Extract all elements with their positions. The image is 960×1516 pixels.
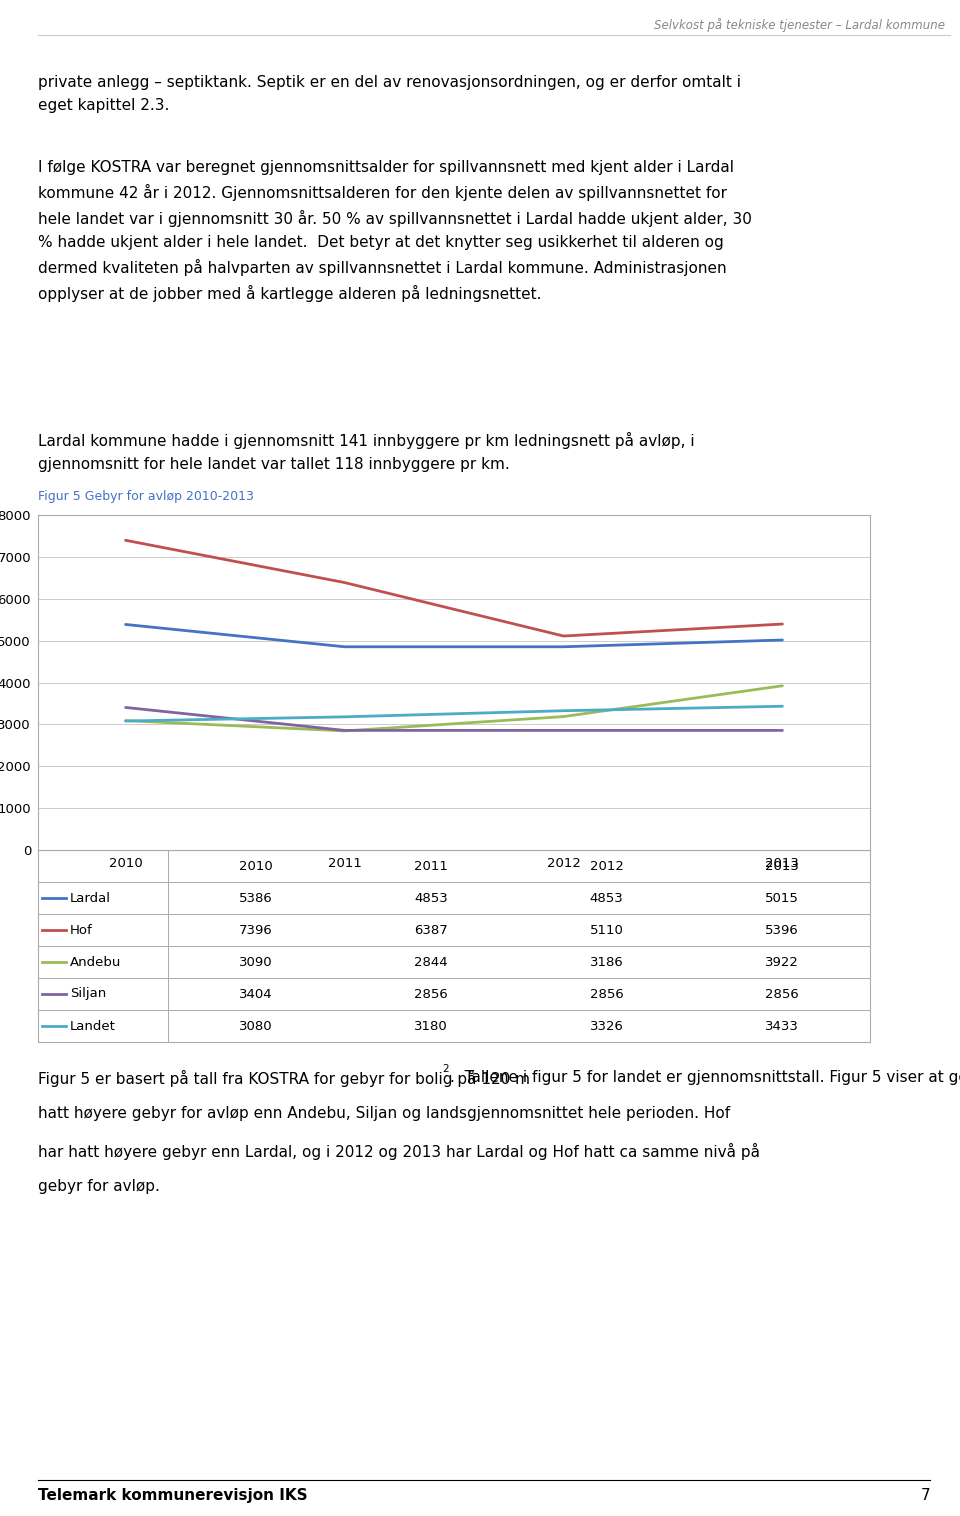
Text: 3090: 3090 xyxy=(239,955,273,969)
Text: 3180: 3180 xyxy=(415,1019,448,1032)
Text: 3433: 3433 xyxy=(765,1019,799,1032)
Text: 7396: 7396 xyxy=(239,923,273,937)
Text: 3186: 3186 xyxy=(589,955,624,969)
Text: 4853: 4853 xyxy=(589,891,624,905)
Text: Landet: Landet xyxy=(70,1019,116,1032)
Text: I følge KOSTRA var beregnet gjennomsnittsalder for spillvannsnett med kjent alde: I følge KOSTRA var beregnet gjennomsnitt… xyxy=(38,161,752,302)
Text: 2: 2 xyxy=(443,1064,449,1073)
Text: Lardal kommune hadde i gjennomsnitt 141 innbyggere pr km ledningsnett på avløp, : Lardal kommune hadde i gjennomsnitt 141 … xyxy=(38,432,695,471)
Text: hatt høyere gebyr for avløp enn Andebu, Siljan og landsgjennomsnittet hele perio: hatt høyere gebyr for avløp enn Andebu, … xyxy=(38,1107,731,1122)
Text: Figur 5 er basert på tall fra KOSTRA for gebyr for bolig på 120 m: Figur 5 er basert på tall fra KOSTRA for… xyxy=(38,1070,530,1087)
Text: Figur 5 Gebyr for avløp 2010-2013: Figur 5 Gebyr for avløp 2010-2013 xyxy=(38,490,253,503)
Text: 2011: 2011 xyxy=(415,860,448,873)
Text: Telemark kommunerevisjon IKS: Telemark kommunerevisjon IKS xyxy=(38,1489,307,1502)
Text: 2013: 2013 xyxy=(765,860,799,873)
Text: 4853: 4853 xyxy=(415,891,448,905)
Text: 5396: 5396 xyxy=(765,923,799,937)
Text: Andebu: Andebu xyxy=(70,955,121,969)
Text: 2012: 2012 xyxy=(589,860,624,873)
Text: 5110: 5110 xyxy=(589,923,624,937)
Text: Hof: Hof xyxy=(70,923,93,937)
Text: private anlegg – septiktank. Septik er en del av renovasjonsordningen, og er der: private anlegg – septiktank. Septik er e… xyxy=(38,74,741,112)
Text: 6387: 6387 xyxy=(415,923,448,937)
Text: 7: 7 xyxy=(921,1489,930,1502)
Text: har hatt høyere gebyr enn Lardal, og i 2012 og 2013 har Lardal og Hof hatt ca sa: har hatt høyere gebyr enn Lardal, og i 2… xyxy=(38,1143,760,1160)
Text: 2856: 2856 xyxy=(589,987,624,1001)
Bar xyxy=(38,850,870,1041)
Text: 5386: 5386 xyxy=(239,891,273,905)
Text: Lardal: Lardal xyxy=(70,891,111,905)
Text: Siljan: Siljan xyxy=(70,987,107,1001)
Text: 3326: 3326 xyxy=(589,1019,624,1032)
Text: 3922: 3922 xyxy=(765,955,799,969)
Text: .  Tallene i figur 5 for landet er gjennomsnittstall. Figur 5 viser at gebyret i: . Tallene i figur 5 for landet er gjenno… xyxy=(450,1070,960,1085)
Text: 3080: 3080 xyxy=(239,1019,273,1032)
Text: 5015: 5015 xyxy=(765,891,799,905)
Text: 2844: 2844 xyxy=(415,955,448,969)
Text: Selvkost på tekniske tjenester – Lardal kommune: Selvkost på tekniske tjenester – Lardal … xyxy=(654,18,945,32)
Text: 3404: 3404 xyxy=(239,987,273,1001)
Text: 2856: 2856 xyxy=(765,987,799,1001)
Text: gebyr for avløp.: gebyr for avløp. xyxy=(38,1179,160,1195)
Text: 2010: 2010 xyxy=(239,860,273,873)
Text: 2856: 2856 xyxy=(415,987,448,1001)
